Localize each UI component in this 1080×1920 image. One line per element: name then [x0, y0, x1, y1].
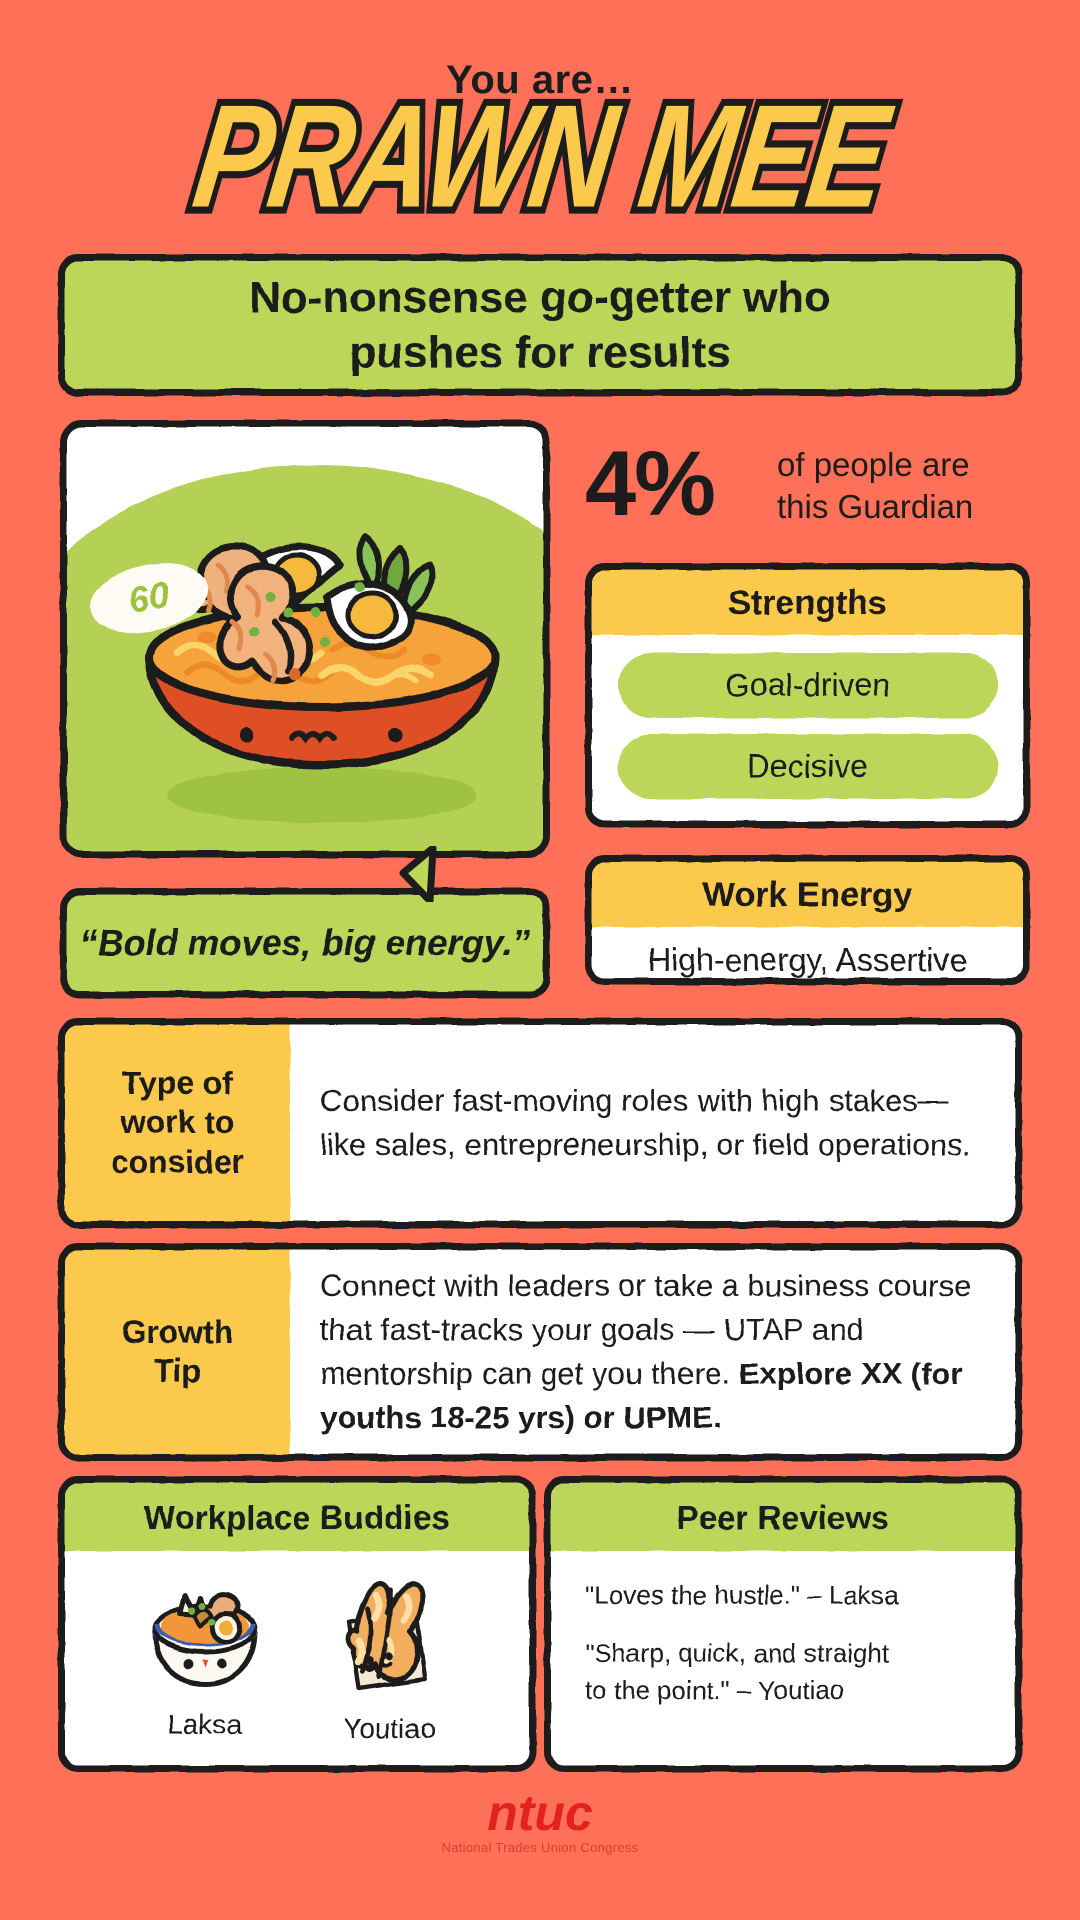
svg-text:ntuc: ntuc: [487, 1785, 593, 1841]
